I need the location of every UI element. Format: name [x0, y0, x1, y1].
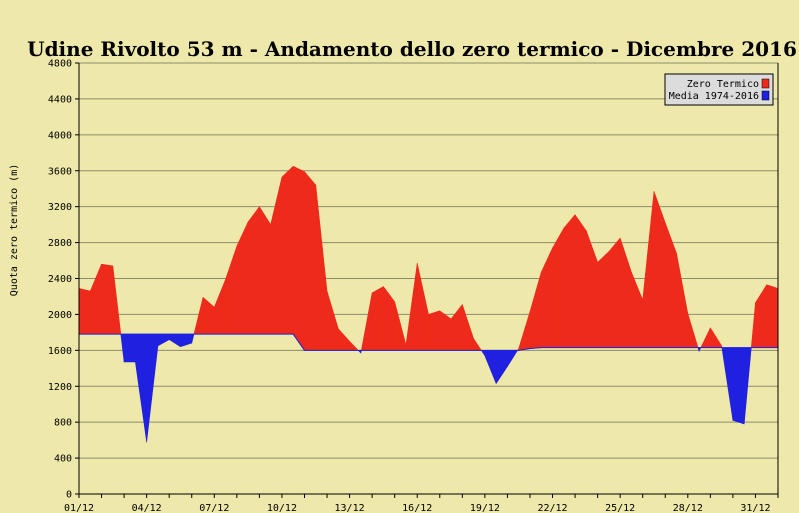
legend-swatch-zero-termico	[761, 78, 770, 89]
plot-areas	[78, 165, 779, 443]
area-above-mean	[281, 165, 294, 335]
y-tick-label: 3200	[48, 202, 72, 213]
y-tick-labels: 0 400 800 1200 1600 2000 2400 2800 3200 3600 4000 4…	[48, 59, 72, 501]
area-above-mean	[608, 237, 621, 348]
area-above-mean	[371, 286, 384, 351]
area-above-mean	[292, 165, 305, 351]
x-tick-label: 01/12	[64, 503, 94, 513]
x-tick-label: 22/12	[537, 503, 567, 513]
area-above-mean	[597, 251, 610, 348]
y-tick-label: 2800	[48, 238, 72, 249]
area-above-mean	[259, 206, 271, 335]
x-tick-label: 19/12	[470, 503, 500, 513]
area-above-mean	[428, 310, 441, 351]
y-tick-label: 800	[54, 418, 72, 429]
y-tick-label: 4400	[48, 94, 72, 105]
area-below-mean	[123, 333, 136, 363]
legend-label-zero-termico: Zero Termico	[687, 79, 759, 90]
area-above-mean	[78, 288, 91, 335]
area-above-mean	[766, 284, 779, 348]
y-tick-label: 1200	[48, 382, 72, 393]
x-tick-label: 28/12	[673, 503, 703, 513]
y-tick-label: 3600	[48, 166, 72, 177]
axes	[75, 62, 779, 498]
y-tick-label: 2000	[48, 310, 72, 321]
area-above-mean	[574, 214, 587, 348]
area-above-mean	[101, 263, 114, 335]
x-tick-label: 16/12	[402, 503, 432, 513]
x-tick-label: 31/12	[740, 503, 770, 513]
y-tick-label: 4000	[48, 130, 72, 141]
area-below-mean	[732, 347, 745, 425]
area-above-mean	[247, 206, 260, 335]
chart-title: Udine Rivolto 53 m - Andamento dello zer…	[27, 37, 797, 61]
area-above-mean	[304, 171, 317, 351]
legend-label-media: Media 1974-2016	[669, 91, 759, 102]
grid-lines	[79, 62, 778, 495]
area-above-mean	[563, 214, 576, 348]
y-tick-label: 4800	[48, 59, 72, 70]
y-tick-label: 2400	[48, 274, 72, 285]
x-tick-label: 10/12	[267, 503, 297, 513]
series-line-media	[79, 333, 778, 351]
x-tick-labels: 01/12 04/12 07/12 10/12 13/12 16/12 19/12 22/12…	[64, 503, 771, 513]
x-tick-label: 04/12	[132, 503, 162, 513]
y-tick-label: 400	[54, 454, 72, 465]
legend: Zero Termico Media 1974-2016	[664, 73, 774, 106]
y-axis-label: Quota zero termico (m)	[9, 164, 20, 296]
y-tick-label: 1600	[48, 346, 72, 357]
x-tick-label: 13/12	[335, 503, 365, 513]
legend-swatch-media	[761, 90, 770, 101]
x-tick-label: 07/12	[199, 503, 229, 513]
x-tick-label: 25/12	[605, 503, 635, 513]
area-above-mean	[552, 227, 565, 348]
y-tick-label: 0	[66, 490, 72, 501]
legend-box	[664, 73, 774, 106]
